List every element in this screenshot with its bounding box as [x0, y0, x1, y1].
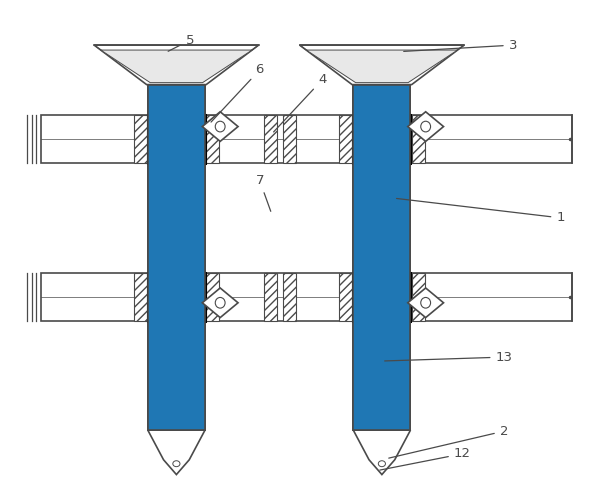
- Text: 1: 1: [396, 198, 565, 224]
- Bar: [284, 115, 297, 162]
- Bar: [412, 273, 425, 321]
- Polygon shape: [148, 430, 205, 475]
- Ellipse shape: [421, 121, 430, 132]
- Bar: [368, 90, 396, 425]
- Bar: [148, 85, 205, 430]
- Bar: [134, 273, 147, 321]
- Circle shape: [378, 461, 386, 467]
- Ellipse shape: [216, 297, 225, 308]
- Circle shape: [173, 461, 180, 467]
- Bar: [339, 115, 352, 162]
- Polygon shape: [94, 45, 259, 85]
- Bar: [41, 115, 573, 162]
- Ellipse shape: [421, 297, 430, 308]
- Ellipse shape: [216, 121, 225, 132]
- Bar: [264, 273, 277, 321]
- Bar: [163, 90, 190, 425]
- Bar: [353, 85, 411, 430]
- Text: 12: 12: [380, 447, 471, 470]
- Text: 4: 4: [273, 73, 327, 132]
- Bar: [206, 115, 219, 162]
- Polygon shape: [408, 288, 444, 318]
- Text: 2: 2: [389, 425, 508, 458]
- Text: 7: 7: [256, 174, 271, 211]
- Polygon shape: [202, 288, 238, 318]
- Bar: [148, 85, 205, 430]
- Polygon shape: [300, 45, 464, 85]
- Bar: [134, 115, 147, 162]
- Bar: [353, 85, 411, 430]
- Bar: [41, 273, 573, 321]
- Polygon shape: [408, 112, 444, 142]
- Bar: [339, 273, 352, 321]
- Bar: [264, 115, 277, 162]
- Text: 6: 6: [211, 63, 264, 122]
- Polygon shape: [101, 50, 252, 83]
- Bar: [206, 273, 219, 321]
- Bar: [412, 115, 425, 162]
- Polygon shape: [353, 430, 411, 475]
- Polygon shape: [306, 50, 457, 83]
- Bar: [353, 85, 411, 430]
- Polygon shape: [202, 112, 238, 142]
- Text: 5: 5: [168, 34, 195, 51]
- Bar: [284, 273, 297, 321]
- Text: 3: 3: [404, 39, 517, 51]
- Bar: [148, 85, 205, 430]
- Text: 13: 13: [384, 350, 512, 364]
